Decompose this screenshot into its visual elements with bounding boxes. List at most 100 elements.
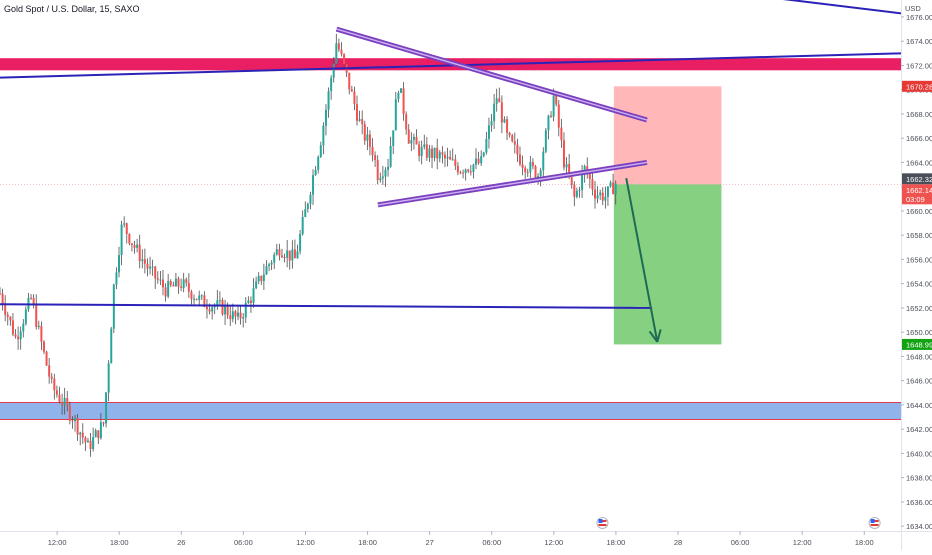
candle-body <box>115 272 118 285</box>
horizontal-support-line[interactable] <box>0 303 653 309</box>
price-tick-label: 1664.00 <box>906 158 932 167</box>
candle-body <box>387 166 390 170</box>
time-tick-label: 06:00 <box>234 538 253 547</box>
rising-trend-line[interactable] <box>0 52 902 79</box>
candle-body <box>609 182 612 187</box>
candle-body <box>490 121 493 126</box>
price-tick-label: 1654.00 <box>906 280 932 289</box>
candle-body <box>552 95 555 117</box>
candle-body <box>568 164 571 178</box>
candle-body <box>260 275 263 282</box>
stop-zone[interactable] <box>613 86 722 185</box>
candle-body <box>436 147 439 159</box>
descending-line-top-right[interactable] <box>681 0 902 15</box>
candle-body <box>348 72 351 90</box>
candle-body <box>555 95 558 105</box>
candle-body <box>164 287 167 297</box>
arrow-head-right <box>656 329 662 343</box>
candle-body <box>278 249 281 256</box>
candle-body <box>518 154 521 165</box>
candle-body <box>604 196 607 201</box>
target-arrow-shaft[interactable] <box>625 178 659 343</box>
candle-body <box>92 437 95 450</box>
candle-countdown: 03:09 <box>906 195 925 204</box>
candle-body <box>268 264 271 267</box>
candle-body <box>420 146 423 156</box>
candle-body <box>443 154 446 159</box>
candle-body <box>560 127 563 141</box>
candle-body <box>516 144 519 155</box>
candle-body <box>138 244 141 262</box>
candle-body <box>146 263 149 269</box>
candle-body <box>477 158 480 164</box>
candle-body <box>327 91 330 110</box>
event-markers[interactable] <box>596 517 881 529</box>
candle-body <box>301 216 304 235</box>
candle-body <box>291 249 294 261</box>
candle-body <box>187 282 190 292</box>
candle-body <box>11 320 14 335</box>
candle-body <box>454 159 457 166</box>
candle-body <box>213 305 216 308</box>
time-tick-label: 18:00 <box>855 538 874 547</box>
candle-body <box>81 432 84 438</box>
candle-body <box>511 135 514 142</box>
candle-body <box>407 129 410 144</box>
candle-body <box>14 334 17 337</box>
candle-body <box>425 144 428 158</box>
candle-body <box>231 311 234 320</box>
candle-body <box>218 300 221 302</box>
time-tick-label: 12:00 <box>48 538 67 547</box>
candle-body <box>446 156 449 159</box>
candle-body <box>412 136 415 140</box>
candle-body <box>449 156 452 160</box>
candle-body <box>506 119 509 133</box>
candle-body <box>405 114 408 130</box>
candle-body <box>394 99 397 131</box>
candle-body <box>415 136 418 145</box>
time-tick-label: 18:00 <box>110 538 129 547</box>
candles-layer <box>0 33 617 457</box>
candle-body <box>441 152 444 155</box>
candle-body <box>562 140 565 168</box>
candle-body <box>529 162 532 173</box>
candle-body <box>66 397 69 406</box>
time-tick-label: 12:00 <box>296 538 315 547</box>
candle-body <box>159 279 162 281</box>
time-axis[interactable]: 12:00 18:00 26 06:00 12:00 18:00 27 06:00 12:00 1… <box>48 531 874 547</box>
candle-body <box>42 341 45 352</box>
candle-body <box>368 134 371 147</box>
candle-body <box>167 281 170 297</box>
price-tick-label: 1634.00 <box>906 522 932 531</box>
candle-body <box>467 169 470 172</box>
price-tick-label: 1646.00 <box>906 377 932 386</box>
candle-body <box>270 262 273 265</box>
candle-body <box>322 125 325 146</box>
price-tick-label: 1666.00 <box>906 134 932 143</box>
price-tick-label: 1652.00 <box>906 304 932 313</box>
candle-body <box>177 278 180 287</box>
candle-body <box>591 179 594 190</box>
candle-body <box>343 54 346 65</box>
candle-body <box>252 288 255 303</box>
candle-body <box>6 314 9 317</box>
candle-body <box>379 178 382 181</box>
candle-body <box>76 417 79 435</box>
candle-body <box>99 422 102 439</box>
candle-body <box>55 390 58 395</box>
last-price-badge-bg <box>902 173 932 185</box>
support-zone[interactable] <box>0 402 901 420</box>
candle-body <box>596 195 599 199</box>
target-zone[interactable] <box>613 184 722 345</box>
candle-body <box>130 243 133 245</box>
candle-body <box>614 183 617 195</box>
candle-body <box>482 152 485 157</box>
candle-body <box>451 159 454 161</box>
candle-body <box>314 169 317 176</box>
candle-body <box>118 255 121 273</box>
candle-body <box>89 440 92 450</box>
candle-body <box>255 281 258 289</box>
candle-body <box>524 167 527 173</box>
